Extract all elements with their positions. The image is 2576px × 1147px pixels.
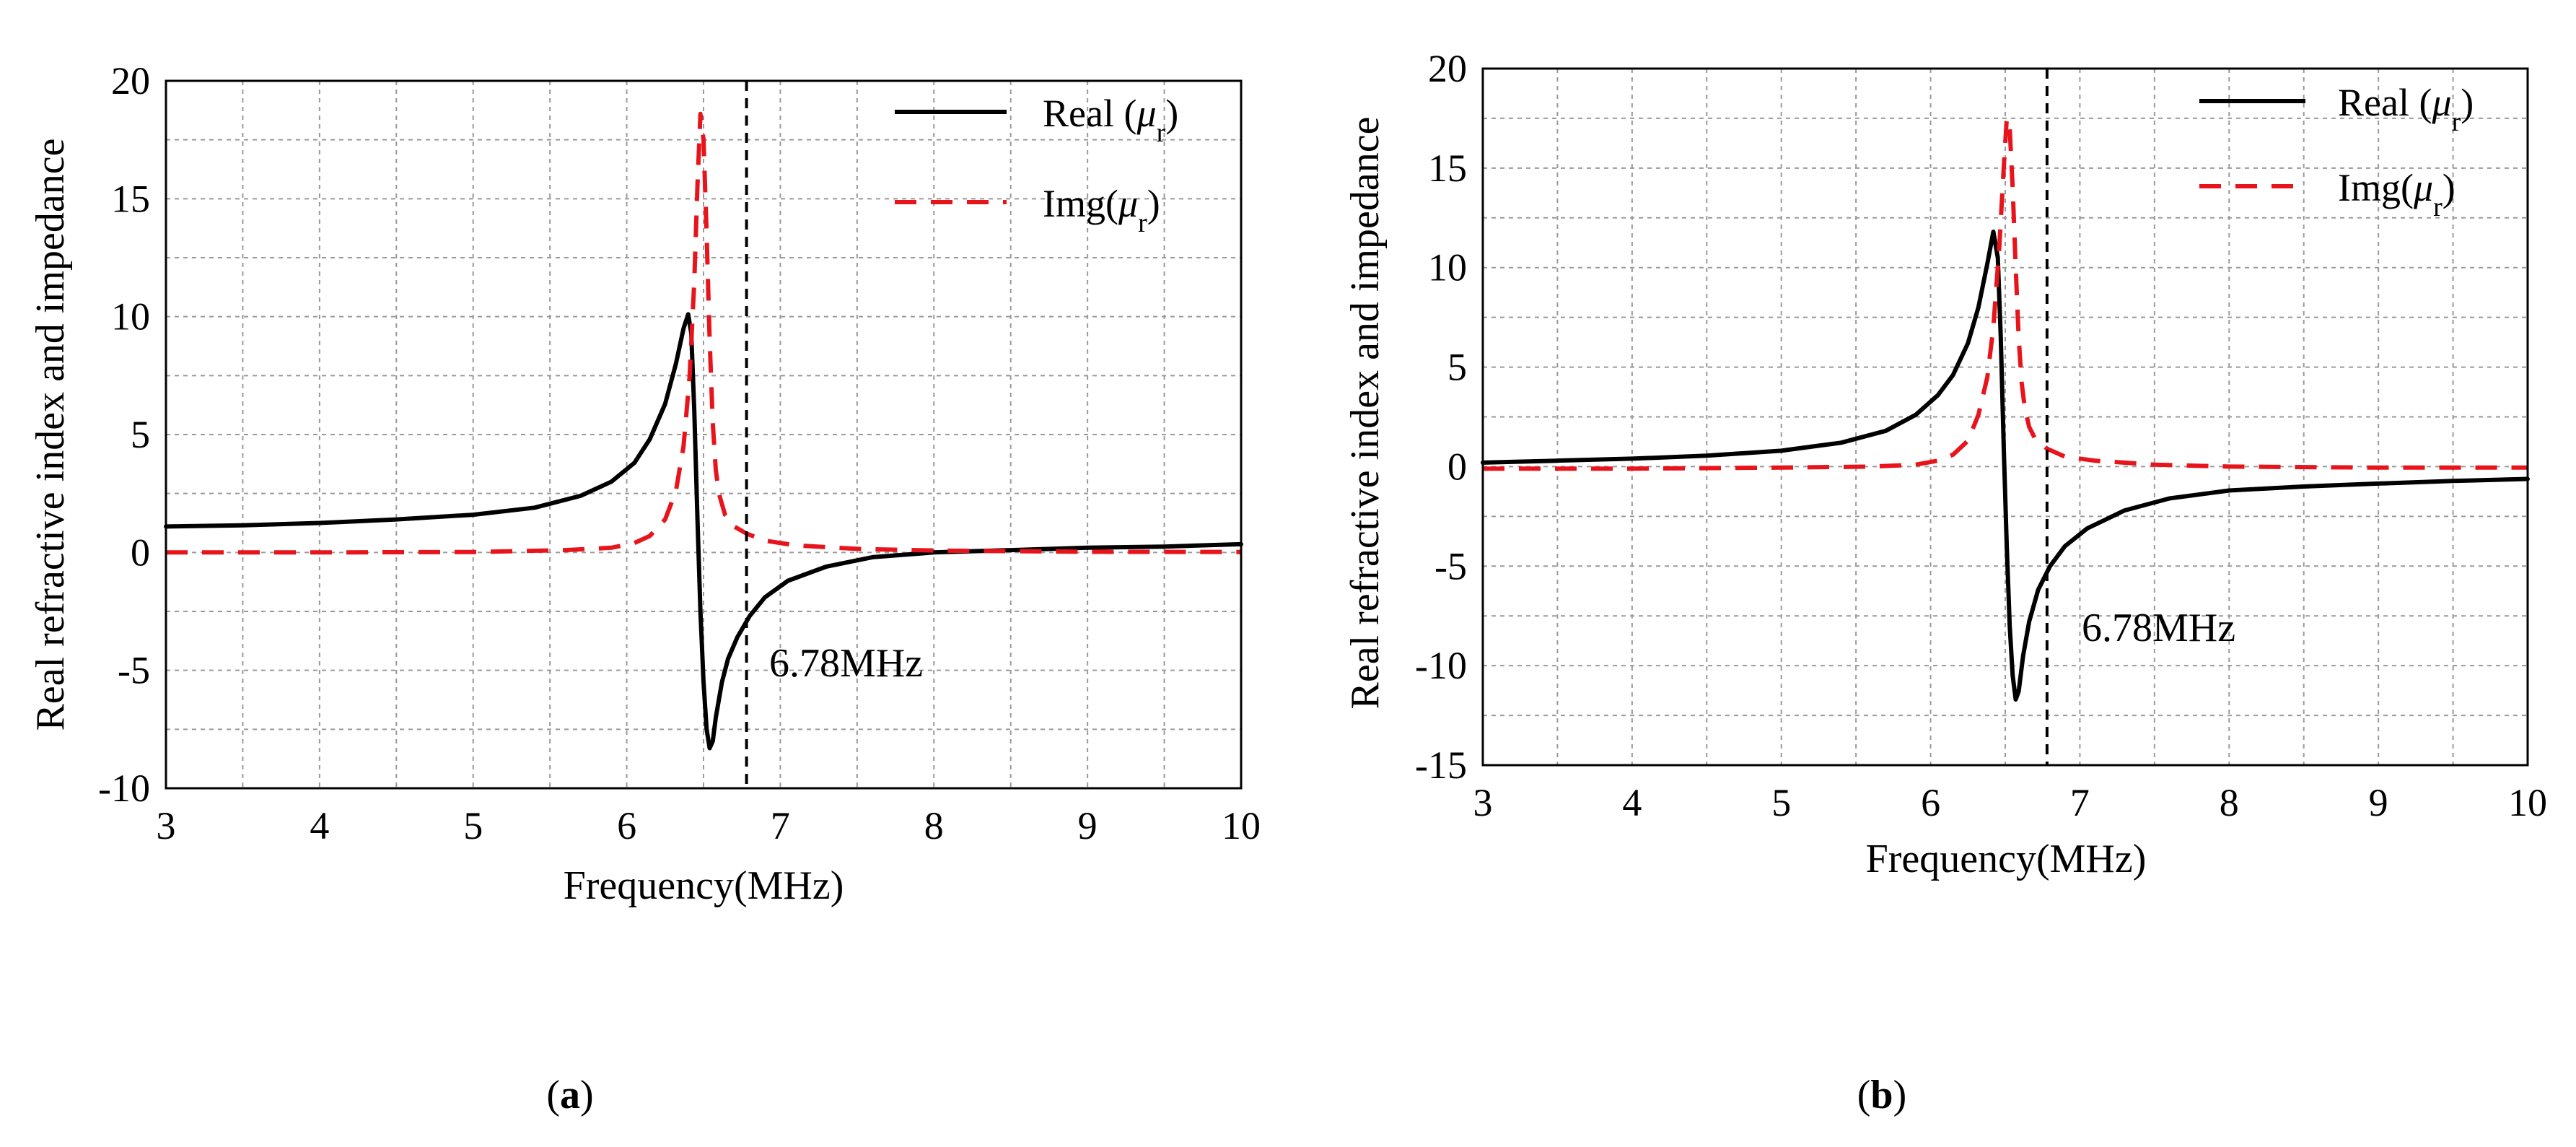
- panel-a-xtick-label: 4: [310, 804, 329, 847]
- panel-b-frame: [1481, 67, 2529, 767]
- panel-b-series-img: [1483, 115, 2528, 471]
- panel-a-ytick-label: 5: [131, 413, 150, 456]
- panel-a-ytick-label: 15: [111, 177, 150, 220]
- panel-b-xlabel: Frequency(MHz): [1866, 837, 2147, 881]
- panel-b-series-real: [1481, 230, 2530, 702]
- panel-b-annotation: 6.78MHz: [2082, 606, 2235, 650]
- panel-a-legend-real-label: Real (μr): [1043, 92, 1178, 148]
- panel-b-ytick-label: 0: [1447, 445, 1467, 488]
- panel-a-legend-img-label: Img(μr): [1043, 182, 1160, 238]
- panel-b-gridlines: [1483, 69, 2528, 765]
- panel-a-xtick-label: 7: [771, 804, 790, 847]
- panel-b-ytick-label: 15: [1428, 147, 1467, 190]
- panel-a-xtick-label: 8: [924, 804, 944, 847]
- panel-b-xtick-label: 4: [1622, 781, 1642, 824]
- panel-b-ylabel: Real refractive index and impedance: [1343, 117, 1388, 710]
- panel-a-ytick-label: -5: [118, 649, 150, 692]
- panel-a-xtick-label: 6: [617, 804, 636, 847]
- panel-b-xtick-label: 5: [1771, 781, 1791, 824]
- panel-b-xtick-label: 8: [2220, 781, 2239, 824]
- panel-a-xtick-label: 9: [1078, 804, 1098, 847]
- panel-b-legend-real-label: Real (μr): [2338, 81, 2474, 137]
- panel-b-ytick-label: -10: [1415, 644, 1467, 687]
- panel-b-xtick-label: 6: [1921, 781, 1940, 824]
- panel-b-ticks: 3 4 5 6 7 8 9 10 -15 -10 -5 0 5 10 15 20: [1415, 47, 2547, 824]
- panel-a: 3 4 5 6 7 8 9 10 -10 -5 0 5 10 15 20 Frequency(MHz) Re…: [28, 59, 1261, 1117]
- panel-a-series-img: [166, 111, 1242, 555]
- panel-b-legend: Real (μr) Img(μr): [2199, 81, 2474, 222]
- panel-b-caption: (b): [1857, 1073, 1906, 1117]
- panel-a-series-real: [164, 312, 1243, 751]
- panel-a-ylabel: Real refractive index and impedance: [28, 139, 73, 731]
- panel-b-plot: [1481, 69, 2530, 765]
- panel-a-frame: [165, 79, 1243, 790]
- panel-a-ytick-label: 20: [111, 59, 150, 103]
- panel-a-ytick-label: 10: [111, 295, 150, 339]
- panel-b-legend-img-label: Img(μr): [2338, 166, 2455, 222]
- panel-a-ticks: 3 4 5 6 7 8 9 10 -10 -5 0 5 10 15 20: [98, 59, 1261, 847]
- panel-b-ytick-label: -15: [1415, 743, 1467, 787]
- panel-b-ytick-label: 10: [1428, 246, 1467, 289]
- panel-a-xlabel: Frequency(MHz): [564, 863, 844, 908]
- panel-b-xtick-label: 10: [2508, 781, 2547, 824]
- panel-b-ytick-label: 5: [1447, 346, 1467, 389]
- panel-a-xtick-label: 3: [157, 804, 176, 847]
- panel-a-ytick-label: 0: [131, 531, 150, 574]
- panel-a-ytick-label: -10: [98, 767, 150, 810]
- panel-a-caption: (a): [546, 1073, 593, 1117]
- panel-b-ytick-label: -5: [1434, 544, 1467, 588]
- panel-a-plot: [164, 81, 1243, 788]
- panel-a-xtick-label: 10: [1222, 804, 1261, 847]
- panel-a-annotation: 6.78MHz: [769, 641, 923, 686]
- panel-b-ytick-label: 20: [1428, 47, 1467, 90]
- panel-b-xtick-label: 7: [2070, 781, 2090, 824]
- panel-b-xtick-label: 9: [2369, 781, 2388, 824]
- panel-a-xtick-label: 5: [463, 804, 483, 847]
- panel-b: 3 4 5 6 7 8 9 10 -15 -10 -5 0 5 10 15 20 Frequency(MHz)…: [1343, 47, 2547, 1117]
- panel-b-xtick-label: 3: [1473, 781, 1493, 824]
- panel-a-legend: Real (μr) Img(μr): [895, 92, 1178, 238]
